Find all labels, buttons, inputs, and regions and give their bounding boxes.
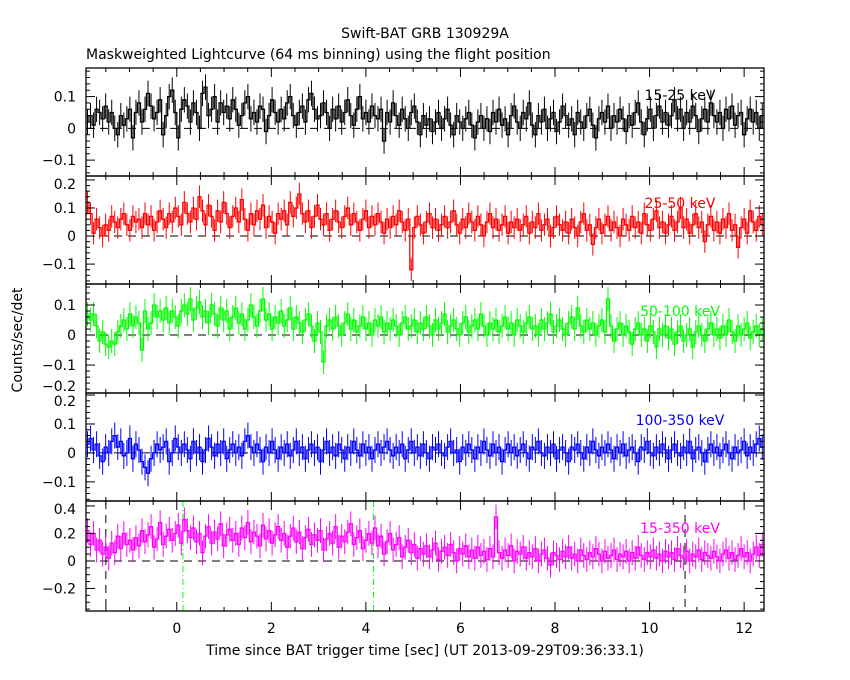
y-tick-label: 0.2 [54,394,76,410]
y-axis-label: Counts/sec/det [10,287,26,392]
x-tick-label: 8 [551,621,560,637]
y-tick-label: 0.4 [54,502,76,518]
lightcurve-series [86,434,764,474]
x-tick-label: 12 [735,621,753,637]
y-tick-label: 0.1 [54,90,76,106]
lightcurve-series [86,516,764,566]
y-tick-label: −0.1 [42,153,76,169]
chart-subtitle: Maskweighted Lightcurve (64 ms binning) … [86,47,551,63]
y-tick-label: 0 [67,446,76,462]
y-tick-label: 0.2 [54,526,76,542]
y-tick-label: 0.2 [54,177,76,193]
panel-25-50-kev: −0.1 0 0.1 0.2 25-50 keV [42,175,765,285]
y-tick-label: 0 [67,328,76,344]
y-tick-label: 0.1 [54,201,76,217]
energy-band-label: 50-100 keV [640,304,720,320]
energy-band-label: 15-25 keV [645,88,716,104]
chart-title: Swift-BAT GRB 130929A [341,26,509,42]
panel-50-100-kev: −0.2 −0.1 0 0.1 50-100 keV [42,283,765,395]
energy-band-label: 100-350 keV [636,413,725,429]
x-tick-label: 4 [361,621,370,637]
lightcurve-series [86,193,764,271]
x-axis-label: Time since BAT trigger time [sec] (UT 20… [205,643,644,659]
x-tick-label: 2 [267,621,276,637]
y-tick-label: 0 [67,229,76,245]
lightcurve-series [86,298,764,363]
y-tick-label: 0 [67,121,76,137]
y-tick-label: −0.2 [42,581,76,597]
energy-band-label: 25-50 keV [645,196,716,212]
x-tick-label: 10 [641,621,659,637]
panel-frame [85,500,765,612]
x-tick-label: 6 [456,621,465,637]
panel-100-350-kev: −0.1 0 0.1 0.2 100-350 keV [42,392,765,502]
y-tick-label: 0.1 [54,417,76,433]
y-tick-label: 0 [67,554,76,570]
y-tick-label: −0.1 [42,358,76,374]
energy-band-label: 15-350 keV [640,521,720,537]
y-tick-label: −0.1 [42,475,76,491]
y-tick-label: −0.2 [42,379,76,395]
panel-15-350-kev: −0.2 0 0.2 0.4 15-350 keV [42,500,765,612]
panel-15-25-kev: −0.1 0 0.1 15-25 keV [42,67,765,177]
x-tick-label: 0 [172,621,181,637]
lightcurve-series [86,86,764,142]
y-tick-label: 0.1 [54,298,76,314]
y-tick-label: −0.1 [42,257,76,273]
